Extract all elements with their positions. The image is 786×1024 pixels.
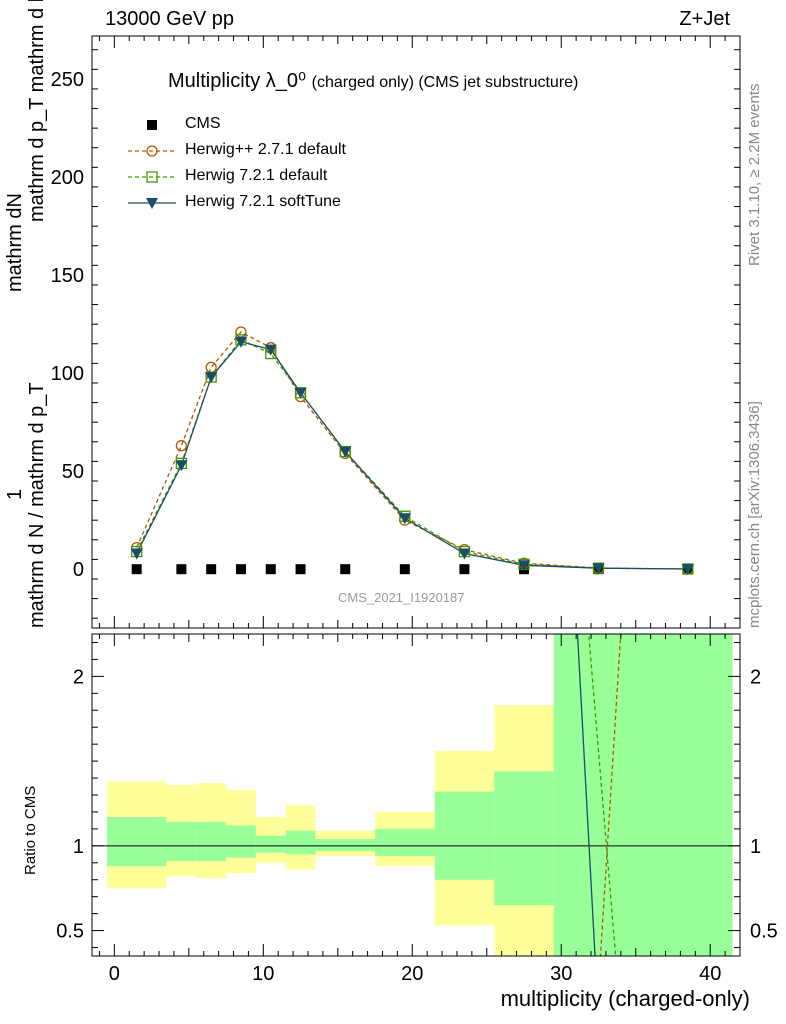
axes: 0 10 20 30 40 0 50 100 150 200 250 0.5 0.5 1 1 2 2 [51,35,778,985]
series-line-softtune [136,341,688,570]
legend-markers [128,120,176,209]
marker-softtune [205,372,218,384]
y-axis-label-denominator: mathrm d N / mathrm d p_T [26,382,48,628]
marker-softtune [339,446,352,458]
ratio-line-softtune [576,634,596,956]
x-tick-label: 10 [252,963,274,985]
main-plot-frame [91,35,741,629]
ratio-y-tick-label: 0.5 [56,921,84,943]
ratio-y-tick-label-right: 2 [750,666,761,688]
marker-cms [131,564,142,575]
marker-softtune [234,336,247,348]
ratio-band-inner [226,825,256,858]
mcplots-label: mcplots.cern.ch [arXiv:1306.3436] [746,401,763,628]
y-tick-label: 0 [73,559,84,581]
ratio-band-inner [196,822,227,862]
ratio-y-tick-label: 1 [73,836,84,858]
legend-label-cms: CMS [185,115,221,132]
y-axis-label-prefix: 1 [4,488,26,500]
marker-cms [459,564,470,575]
ratio-y-axis-label: Ratio to CMS [22,785,39,875]
legend-marker-cms [147,120,157,130]
y-tick-label: 100 [51,363,84,385]
ratio-lines [576,634,622,956]
analysis-watermark: CMS_2021_I1920187 [338,590,465,605]
y-tick-label: 50 [62,461,84,483]
ratio-band-inner [375,828,435,857]
marker-cms [295,564,306,575]
ratio-band-inner [255,835,286,853]
ratio-band-inner [553,634,733,956]
main-plot-marks [130,326,694,575]
legend-label-herwigpp: Herwig++ 2.7.1 default [185,141,346,158]
y-axis-label-derivative: mathrm d p_T mathrm d lambda [26,0,48,222]
x-tick-label: 30 [550,963,572,985]
marker-cms [265,564,276,575]
marker-softtune [518,560,530,572]
marker-herwigpp [175,440,188,452]
marker-softtune [592,563,605,575]
process-label: Z+Jet [679,8,730,30]
marker-cms [235,564,246,575]
ratio-y-tick-label-right: 1 [750,836,761,858]
ratio-band-inner [285,830,316,855]
x-tick-label: 0 [109,963,120,985]
marker-cms [399,564,410,575]
y-axis-label-numerator: mathrm dN [4,193,26,292]
marker-softtune [264,344,277,356]
x-tick-label: 20 [401,963,423,985]
marker-softtune [175,460,188,472]
ratio-line-herwig721 [588,634,617,956]
marker-herwigpp [205,361,217,373]
ratio-band-inner [166,822,197,862]
energy-label: 13000 GeV pp [105,8,234,30]
x-axis-label: multiplicity (charged-only) [500,986,750,1011]
marker-softtune [458,548,471,560]
y-tick-label: 250 [51,69,84,91]
marker-softtune [130,548,143,560]
plot-title-main: Multiplicity λ_0⁰ [168,70,307,92]
ratio-line-herwigpp [599,634,622,956]
plot-title-small: (charged only) (CMS jet substructure) [311,74,579,91]
x-tick-label: 40 [699,963,721,985]
series-line-herwig721 [136,338,688,570]
rivet-version-label: Rivet 3.1.10, ≥ 2.2M events [746,83,763,267]
legend-label-softtune: Herwig 7.2.1 softTune [185,193,341,210]
ratio-bands [92,634,740,956]
marker-softtune [146,198,158,209]
ratio-y-tick-label-right: 0.5 [750,921,778,943]
legend-label-herwig721: Herwig 7.2.1 default [185,167,328,184]
plot-title: Multiplicity λ_0⁰ (charged only) (CMS je… [168,68,578,93]
marker-cms [340,564,351,575]
marker-herwig721 [146,171,158,183]
ratio-band-inner [106,817,167,867]
y-tick-label: 200 [51,167,84,189]
ratio-y-tick-label: 2 [73,666,84,688]
ratio-band-inner [434,791,495,880]
y-tick-label: 150 [51,265,84,287]
marker-softtune [294,387,307,399]
marker-softtune [681,563,694,575]
marker-softtune [398,513,411,525]
marker-cms [176,564,187,575]
ratio-band-inner [494,771,554,906]
marker-herwigpp [146,145,158,157]
ratio-band-inner [315,839,376,851]
marker-cms [206,564,217,575]
